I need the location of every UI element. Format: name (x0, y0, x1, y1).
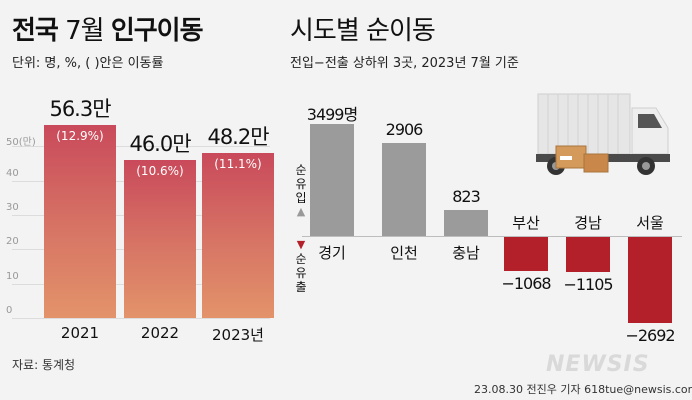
y-tick-label: 50(만) (6, 137, 36, 149)
bar-value-label: 823 (452, 186, 481, 206)
bar (124, 160, 196, 318)
up-arrow-icon: ▲ (296, 205, 306, 218)
right-title: 시도별 순이동 (290, 16, 436, 46)
inflow-label: 순유입 (295, 163, 307, 205)
outflow-label: 순유출 (295, 252, 307, 294)
regional-migration-panel: 시도별 순이동 전입−전출 상하위 3곳, 2023년 7월 기준 순유입 ▲ … (282, 0, 692, 400)
x-category-label: 2022 (140, 324, 180, 342)
zero-line (302, 236, 682, 237)
national-migration-panel: 전국 7월 인구이동 단위: 명, %, ( )안은 이동률 50(만) 40 30… (0, 0, 282, 372)
watermark-logo: NEWSIS (546, 352, 650, 377)
left-title-bold-b: 인구이동 (110, 16, 204, 46)
gridline (12, 146, 270, 148)
bar (444, 209, 488, 236)
truck-container-icon (537, 93, 631, 155)
down-arrow-icon: ▼ (296, 238, 306, 251)
bar (566, 237, 610, 273)
legend-inflow: 순유입 ▲ (293, 163, 309, 219)
bar-value-label: 48.2만 (207, 124, 269, 149)
legend-outflow: ▼ 순유출 (293, 238, 309, 294)
bar-value-label: 3499명 (306, 105, 358, 124)
y-tick-label: 10 (6, 270, 19, 282)
bar-value-label: 46.0만 (129, 132, 191, 157)
x-category-label: 2021 (60, 324, 100, 342)
bar (504, 237, 548, 272)
bar (202, 152, 274, 318)
x-category-label: 부산 (512, 214, 540, 232)
x-category-label: 충남 (452, 244, 480, 262)
x-category-label: 2023년 (212, 326, 264, 344)
right-subtitle: 전입−전출 상하위 3곳, 2023년 7월 기준 (290, 56, 519, 71)
gridline (12, 318, 270, 319)
source-note: 자료: 통계청 (12, 358, 76, 372)
moving-box-icon (583, 153, 609, 173)
left-title-bold-a: 전국 (12, 16, 59, 46)
left-unit-note: 단위: 명, %, ( )안은 이동률 (12, 56, 164, 71)
y-tick-label: 40 (6, 167, 19, 179)
bar-value-label: −2692 (625, 326, 675, 346)
y-tick-label: 20 (6, 236, 19, 248)
x-category-label: 경남 (574, 214, 602, 232)
y-tick-label: 30 (6, 202, 19, 213)
bar (310, 124, 354, 236)
truck-illustration (536, 93, 670, 175)
bar-value-label: −1105 (563, 275, 613, 295)
credit-line: 23.08.30 전진우 기자 618tue@newsis.com (474, 383, 692, 396)
x-category-label: 경기 (318, 244, 346, 262)
bar-value-label: −1068 (501, 274, 551, 294)
bar (382, 142, 426, 236)
left-title: 전국 7월 인구이동 (12, 10, 204, 47)
bar (44, 124, 116, 318)
bar-rate-label: (10.6%) (136, 164, 184, 179)
left-title-mid: 7월 (57, 16, 111, 46)
bar-rate-label: (11.1%) (214, 156, 262, 171)
x-category-label: 서울 (636, 214, 664, 232)
bar (628, 237, 672, 324)
bar-value-label: 2906 (385, 119, 424, 139)
y-tick-label: 0 (6, 305, 13, 316)
bar-rate-label: (12.9%) (56, 128, 104, 143)
bar-value-label: 56.3만 (49, 96, 111, 121)
x-category-label: 인천 (390, 244, 418, 262)
